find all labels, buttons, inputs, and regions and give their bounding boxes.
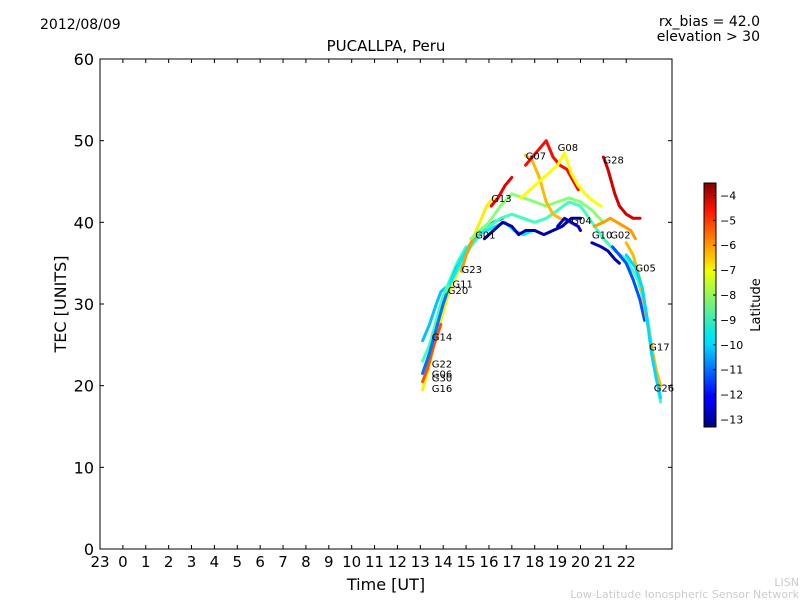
x-tick-label: 12 (388, 553, 407, 571)
series-line-g05 (611, 245, 646, 322)
colorbar-tick-label: −7 (720, 264, 736, 277)
series-label-g13: G13 (491, 194, 511, 205)
series-line-g01 (469, 192, 605, 241)
series-label-g26: G26 (654, 383, 674, 394)
colorbar-tick-label: −5 (720, 214, 736, 227)
x-tick-label: 6 (255, 553, 265, 571)
series-label-g07: G07 (526, 151, 546, 162)
colorbar-tick-label: −4 (720, 189, 736, 202)
x-tick-label: 11 (365, 553, 384, 571)
colorbar-tick-label: −11 (720, 364, 743, 377)
colorbar-ticks: −4 −5 −6 −7 −8 −9 −10 −11 −12 −13 (713, 189, 743, 427)
series-line-g28 (601, 155, 642, 220)
series-label-g22: G22 (432, 360, 452, 371)
series-label-g08: G08 (558, 143, 578, 154)
y-tick-label: 20 (74, 377, 94, 396)
series-label-g05: G05 (635, 263, 655, 274)
x-tick-label: 2 (164, 553, 174, 571)
x-tick-label: 4 (210, 553, 220, 571)
colorbar-tick-label: −12 (720, 389, 743, 402)
series-label-g14: G14 (432, 333, 452, 344)
series-line-g30 (421, 322, 443, 384)
x-tick-label: 13 (411, 553, 430, 571)
footer-org-long: Low-Latitude Ionospheric Sensor Network (570, 588, 799, 601)
x-tick-label: 17 (502, 553, 521, 571)
x-tick-label: 9 (324, 553, 334, 571)
series-label-g10: G10 (592, 231, 612, 242)
date-label: 2012/08/09 (40, 17, 121, 33)
colorbar-gradient (703, 182, 717, 428)
x-tick-label: 3 (187, 553, 197, 571)
x-tick-label: 15 (457, 553, 476, 571)
series-label-g04: G04 (571, 216, 591, 227)
series-label-g11: G11 (452, 280, 472, 291)
series-line-g10 (590, 241, 621, 265)
x-tick-label: 21 (594, 553, 613, 571)
footer-org-short: LISN (774, 576, 799, 589)
colorbar-tick-label: −9 (720, 314, 736, 327)
y-axis-label: TEC [UNITS] (51, 256, 70, 354)
colorbar-label: Latitude (749, 278, 764, 332)
y-tick-label: 60 (74, 50, 94, 69)
colorbar: −4 −5 −6 −7 −8 −9 −10 −11 −12 −13 Latitude (703, 182, 764, 428)
x-tick-label: 5 (233, 553, 243, 571)
x-tick-label: 22 (617, 553, 636, 571)
colorbar-tick-label: −10 (720, 339, 743, 352)
series-line-g13 (489, 175, 514, 208)
series-line-g08b (519, 151, 603, 208)
series-label-g30: G30 (432, 374, 452, 385)
y-tick-label: 30 (74, 295, 94, 314)
colorbar-tick-label: −8 (720, 289, 736, 302)
series-line-g04 (556, 216, 582, 232)
x-axis-label: Time [UT] (346, 575, 425, 594)
series-label-g20: G20 (448, 286, 468, 297)
x-tick-label: 7 (278, 553, 288, 571)
series-line-g08 (524, 139, 580, 192)
x-tick-label: 19 (548, 553, 567, 571)
colorbar-tick-label: −13 (720, 414, 743, 427)
x-tick-label: 20 (571, 553, 590, 571)
x-tick-label: 8 (301, 553, 311, 571)
chart-title: PUCALLPA, Peru (326, 37, 446, 55)
series-label-g17: G17 (649, 343, 669, 354)
series-label-g02: G02 (610, 231, 630, 242)
x-axis: 23 0 1 2 3 4 5 6 7 8 9 10 11 12 13 14 15 16 17 18 19 20 21 22 (90, 59, 636, 571)
y-tick-label: 40 (74, 213, 94, 232)
y-tick-label: 0 (84, 540, 94, 559)
x-tick-label: 23 (90, 553, 109, 571)
elevation-label: elevation > 30 (656, 29, 760, 45)
y-tick-label: 50 (74, 132, 94, 151)
colorbar-tick-label: −6 (720, 239, 736, 252)
x-tick-label: 1 (141, 553, 151, 571)
series-label-g23: G23 (462, 265, 482, 276)
series-label-g28: G28 (603, 155, 623, 166)
x-tick-label: 18 (525, 553, 544, 571)
y-tick-label: 10 (74, 458, 94, 477)
series-label-g16: G16 (432, 384, 452, 395)
y-axis: 0 10 20 30 40 50 60 (74, 50, 672, 559)
satellite-labels: G14G22G16G30G06G20G11G23G01G13G07G08G04G… (432, 143, 674, 395)
x-tick-label: 0 (118, 553, 128, 571)
series-layer (421, 139, 663, 404)
series-line-g09 (482, 216, 582, 241)
x-tick-label: 14 (434, 553, 453, 571)
series-line-g22 (421, 245, 468, 363)
plot-frame (99, 58, 673, 550)
series-line-g14 (421, 286, 447, 343)
series-line-g26 (624, 253, 663, 400)
x-tick-label: 16 (479, 553, 498, 571)
series-label-g01: G01 (475, 231, 495, 242)
x-tick-label: 10 (342, 553, 361, 571)
series-line-g02 (592, 216, 637, 241)
rx-bias-label: rx_bias = 42.0 (658, 14, 760, 30)
series-label-g06: G06 (432, 369, 452, 380)
